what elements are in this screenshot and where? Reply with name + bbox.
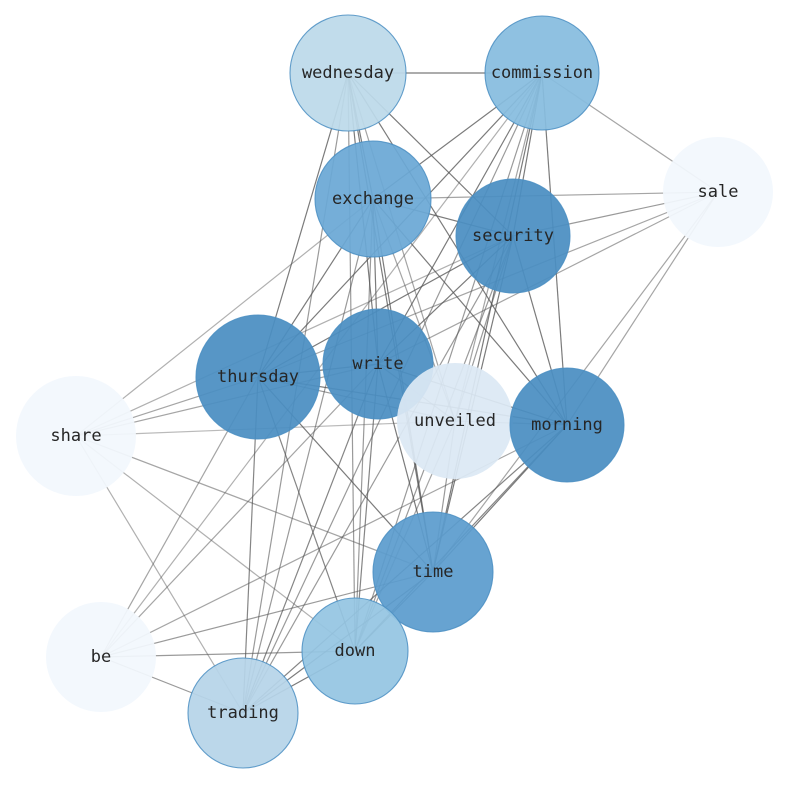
graph-edge	[242, 235, 514, 714]
graph-node-exchange[interactable]	[314, 140, 432, 258]
graph-edge	[242, 198, 374, 714]
graph-edge	[100, 72, 543, 658]
graph-node-be[interactable]	[46, 602, 156, 712]
graph-node-label-sale: sale	[698, 182, 739, 202]
graph-node-label-commission: commission	[491, 63, 593, 83]
graph-edge	[75, 435, 434, 573]
graph-node-label-morning: morning	[531, 415, 603, 435]
graph-node-label-security: security	[472, 226, 554, 246]
graph-edge	[100, 363, 379, 658]
graph-node-unveiled[interactable]	[397, 363, 513, 479]
graph-node-commission[interactable]	[484, 15, 600, 131]
graph-node-share[interactable]	[16, 376, 136, 496]
graph-node-label-exchange: exchange	[332, 189, 414, 209]
graph-node-label-be: be	[91, 647, 111, 667]
graph-node-security[interactable]	[455, 178, 571, 294]
node-layer	[16, 14, 773, 769]
graph-node-down[interactable]	[301, 597, 409, 705]
graph-node-label-trading: trading	[207, 703, 279, 723]
graph-node-thursday[interactable]	[195, 314, 321, 440]
label-layer: wednesday commission sale exchange security t…	[50, 63, 738, 723]
graph-node-morning[interactable]	[509, 367, 625, 483]
graph-node-label-unveiled: unveiled	[414, 411, 496, 431]
graph-edge	[432, 72, 543, 573]
graph-node-label-write: write	[352, 354, 403, 374]
graph-node-label-thursday: thursday	[217, 367, 299, 387]
graph-node-label-down: down	[335, 641, 376, 661]
graph-edge	[242, 363, 379, 714]
graph-edge	[75, 198, 374, 437]
graph-node-label-wednesday: wednesday	[302, 63, 394, 83]
graph-node-label-time: time	[413, 562, 454, 582]
graph-node-sale[interactable]	[663, 137, 773, 247]
graph-node-time[interactable]	[372, 511, 494, 633]
graph-node-label-share: share	[50, 426, 101, 446]
graph-node-trading[interactable]	[187, 657, 299, 769]
graph-node-wednesday[interactable]	[289, 14, 407, 132]
graph-edge	[354, 198, 374, 652]
